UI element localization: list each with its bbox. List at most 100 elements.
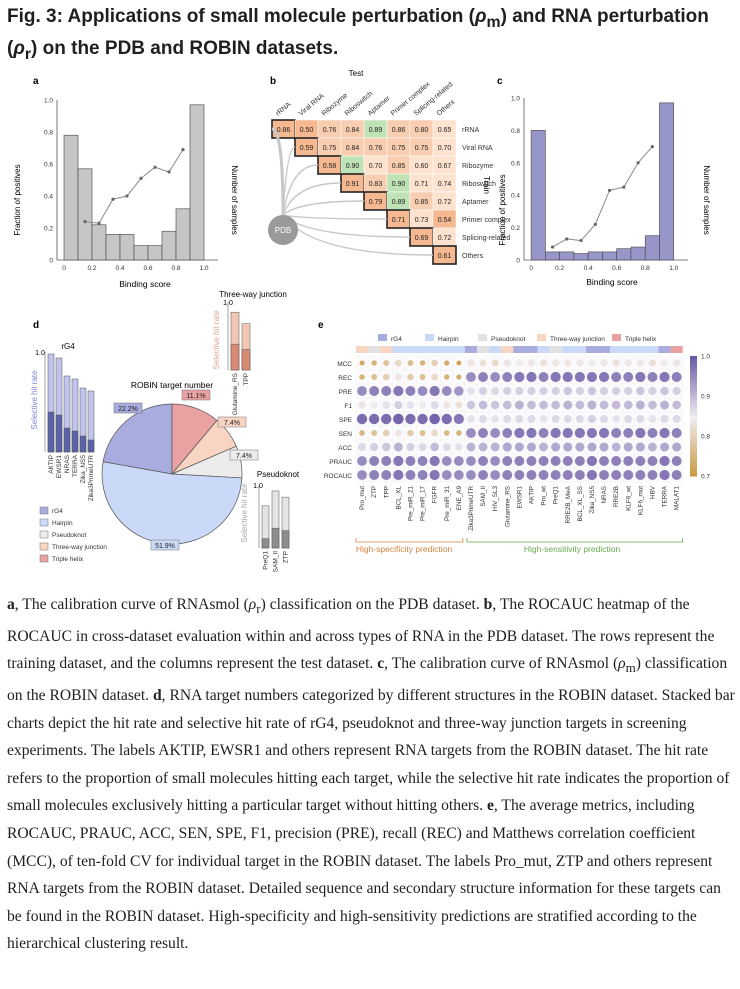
heatmap-value: 0.91 (346, 181, 360, 188)
metric-dot (611, 442, 621, 452)
legend-label: Triple helix (52, 556, 84, 563)
metric-dot (586, 469, 598, 481)
metric-dot (574, 470, 585, 480)
target-label: PreQ1 (553, 486, 560, 505)
heatmap-value: 0.89 (369, 127, 383, 134)
panel-a-calibration-point (139, 176, 143, 180)
heatmap-value: 0.59 (300, 145, 314, 152)
panel-a-ytick-label: 1.0 (44, 98, 53, 105)
metric-dot (611, 372, 622, 382)
rg4-bars: AKTIP EWSR1 NRAS TERRA Zika_NS5 Zika3PrimeUTR (44, 352, 95, 501)
metric-dot (431, 359, 438, 367)
pdb-node (268, 215, 298, 245)
colorbar-step (690, 374, 697, 378)
colorbar-step (690, 473, 697, 477)
panel-a: a 0 0 0.2 0.2 0.4 0.4 0.6 0.6 0.8 0.8 1.0 1.0 Bindi… (13, 76, 239, 289)
legend-swatch (39, 554, 49, 563)
colorbar-step (690, 356, 697, 360)
metric-dot (660, 414, 669, 424)
panel-c-calibration-point (650, 145, 654, 149)
metric-dot (431, 429, 439, 437)
target-label: EWSR1 (516, 486, 523, 509)
metric-dot (599, 400, 609, 410)
panel-c-xtick-label: 0.6 (612, 265, 621, 272)
metric-dot (441, 386, 452, 396)
pie-label-box (229, 449, 259, 461)
rg4-ylabel: Selective hit rate (30, 370, 39, 430)
panel-a-ytick-label: 0.4 (44, 194, 53, 201)
metric-dot (405, 413, 416, 425)
panel-e-label: e (318, 320, 324, 331)
metric-dot (539, 415, 548, 423)
metric-dot (599, 442, 609, 452)
panel-a-bar (77, 168, 93, 261)
connector-curve (282, 164, 319, 216)
colorbar-step (690, 377, 697, 381)
metric-dot (611, 428, 622, 438)
metric-dot (407, 429, 414, 437)
connector-curve (271, 127, 285, 216)
metric-dot (587, 442, 597, 452)
target-label: FGFR (432, 486, 439, 504)
metric-dot (575, 400, 585, 410)
connector-curve (282, 182, 342, 216)
colorbar-step (690, 380, 697, 384)
metric-dot (514, 427, 525, 439)
metric-dot (394, 400, 403, 410)
connector-curve (282, 214, 388, 220)
panel-c-calibration-point (636, 161, 640, 165)
metric-dot (359, 360, 365, 366)
rg4-ymax: 1.0 (35, 350, 45, 357)
metric-dot (382, 373, 390, 381)
metric-dot (672, 400, 681, 410)
colorbar-step (690, 437, 697, 441)
metric-dot (635, 371, 646, 383)
metric-dot (490, 400, 500, 410)
heatmap-value: 0.71 (392, 217, 406, 224)
panel-c-chart: 0 0 0.2 0.2 0.4 0.4 0.6 0.6 0.8 0.8 1.0 1.0 (511, 96, 688, 272)
pseudoknot-ymax: 1.0 (253, 483, 263, 490)
metric-dot (539, 359, 548, 367)
row-label: Aptamer (462, 199, 489, 206)
metric-dot (672, 414, 681, 424)
metric-dot (456, 430, 462, 436)
panel-c-ylabel: Fraction of positives (498, 174, 507, 245)
legend-label: Three-way junction (52, 544, 107, 551)
panel-c-bar (659, 102, 675, 261)
rg4-target-label: TERRA (72, 454, 79, 477)
panel-a-xtick-label: 1.0 (199, 265, 208, 272)
metric-dot (478, 428, 489, 438)
metric-dot (562, 456, 573, 466)
metric-dot (612, 359, 620, 367)
metric-dot (611, 456, 622, 466)
metric-dot (648, 359, 657, 367)
metric-dot (417, 456, 428, 466)
target-label: HBV (649, 485, 656, 499)
panel-a-calibration-point (111, 197, 115, 201)
metric-dot (368, 413, 380, 425)
metric-dot (381, 413, 392, 425)
legend-swatch (39, 518, 49, 527)
metric-dot (441, 413, 452, 425)
metric-dot (551, 400, 560, 410)
heatmap-value: 0.60 (415, 163, 429, 170)
target-category-strip (585, 346, 598, 353)
panel-c-bar (587, 251, 603, 261)
metric-dot (466, 470, 476, 480)
colorbar-step (690, 464, 697, 468)
metric-label: PRAUC (329, 459, 352, 466)
metric-dot (562, 427, 573, 439)
metric-dot (527, 414, 536, 424)
panel-a-ytick-label: 0.2 (44, 226, 53, 233)
metric-dot (659, 371, 670, 383)
target-label: Pre_miR_31 (444, 486, 451, 521)
metric-dot (623, 372, 634, 382)
pie-label: 11.1% (186, 393, 205, 400)
three-way-target-label: TPP (243, 373, 250, 386)
pie-chart: 22.2% 11.1% 7.4% 7.4% 51.9% (101, 389, 259, 551)
metric-dot (574, 371, 585, 383)
target-label: Pre_miR_17 (420, 486, 427, 521)
panel-e-heatmap: Pro_mut ZTP TPP BCL_XL Pre_miR_21 Pre_miR_17 F… (324, 346, 684, 543)
metric-dot (671, 372, 682, 382)
pie-label: 22.2% (118, 406, 138, 413)
